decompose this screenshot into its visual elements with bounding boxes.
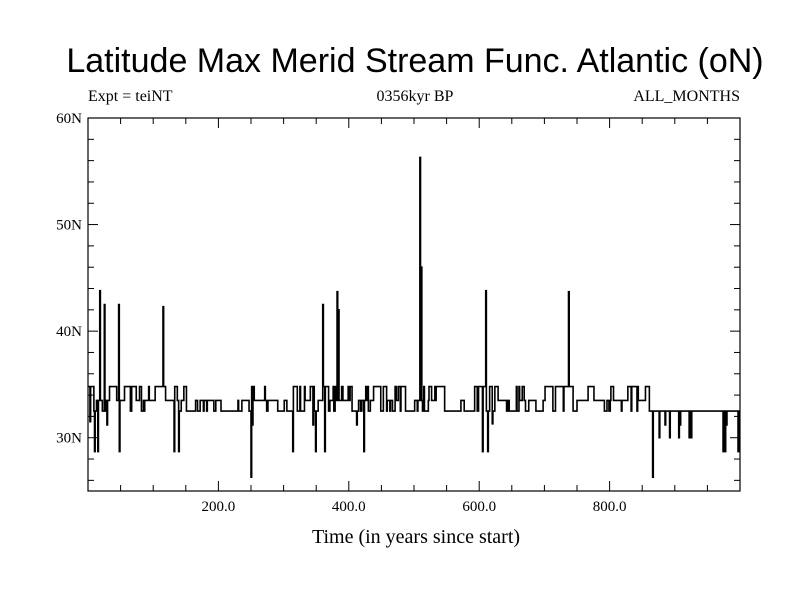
x-tick-label: 600.0: [462, 499, 496, 515]
period-label: 0356kyr BP: [376, 88, 454, 105]
series-line: [88, 156, 740, 478]
x-tick-label: 800.0: [593, 499, 627, 515]
tick-marks: [88, 118, 740, 491]
y-tick-label: 60N: [56, 111, 82, 127]
x-axis-title: Time (in years since start): [312, 526, 520, 548]
tick-labels: 200.0 400.0 600.0 800.0 30N 40N 50N 60N: [56, 111, 626, 515]
y-tick-label: 40N: [56, 324, 82, 340]
y-tick-label: 30N: [56, 431, 82, 447]
months-label: ALL_MONTHS: [633, 88, 740, 105]
experiment-label: Expt = teiNT: [88, 88, 173, 105]
y-tick-label: 50N: [56, 218, 82, 234]
chart-title: Latitude Max Merid Stream Func. Atlantic…: [66, 42, 764, 80]
plot-frame: [87, 117, 741, 492]
x-tick-label: 400.0: [332, 499, 366, 515]
x-tick-label: 200.0: [202, 499, 236, 515]
